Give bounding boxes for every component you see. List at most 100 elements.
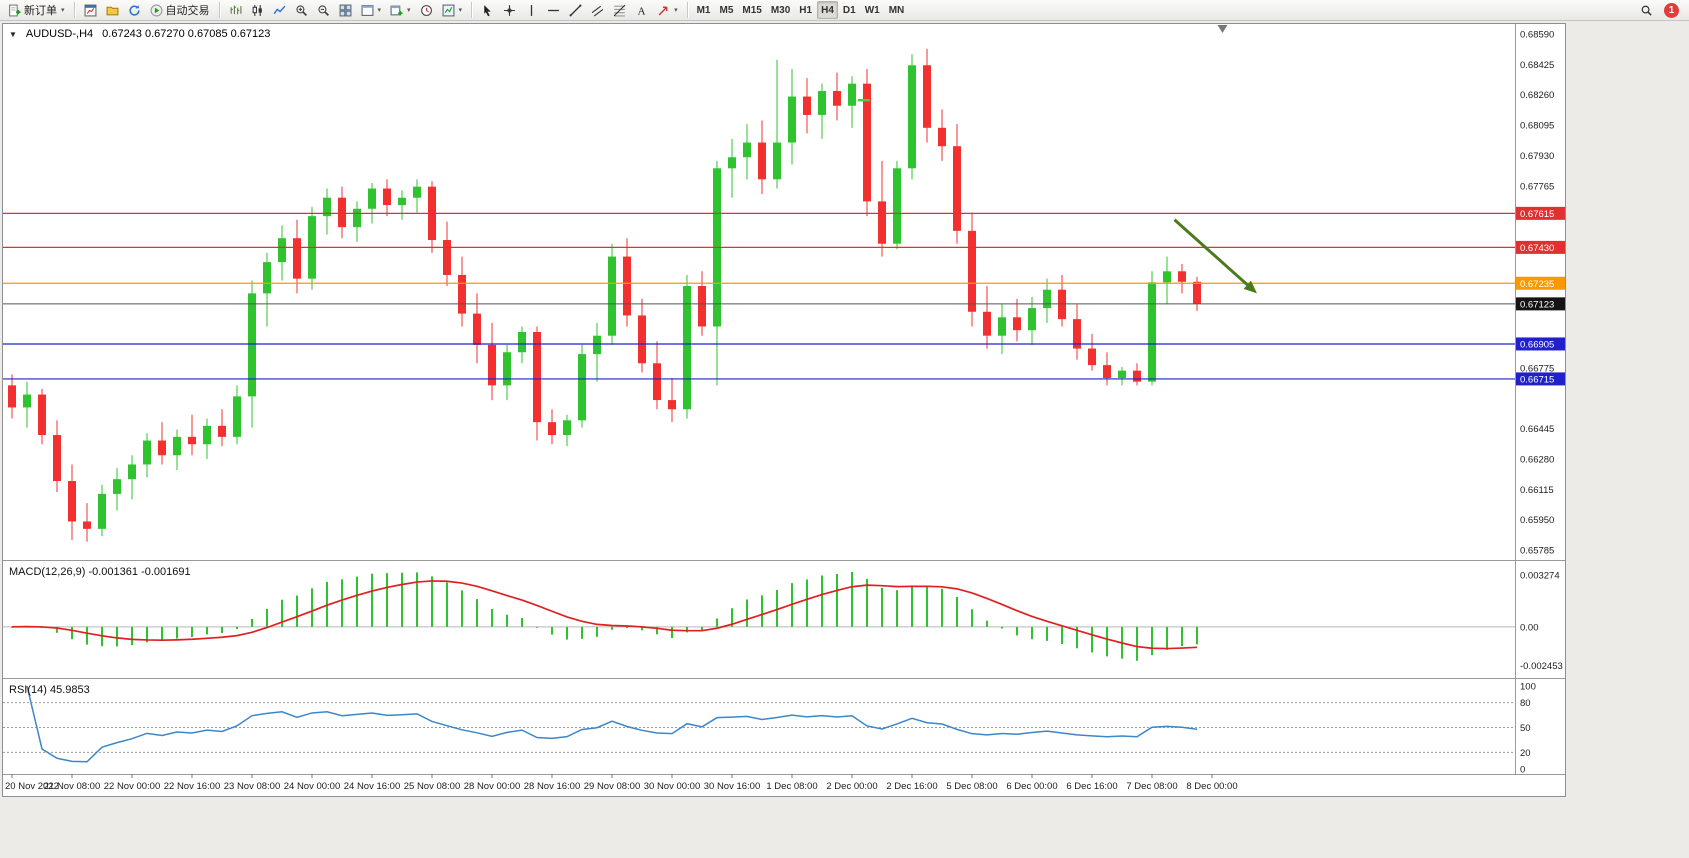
time-axis-label: 25 Nov 08:00 (404, 781, 461, 792)
candle (668, 400, 676, 410)
candle (23, 394, 31, 408)
candle (923, 65, 931, 128)
bar-chart-button[interactable] (225, 1, 246, 19)
templates-button[interactable]: ▾ (357, 1, 386, 19)
timeframe-d1[interactable]: D1 (839, 1, 860, 19)
dropdown-caret-icon: ▾ (674, 7, 678, 14)
clock-icon (420, 4, 433, 17)
candle (83, 521, 91, 529)
chart-window[interactable]: 0.68590 0.68425 0.68260 0.68095 0.67930 0.677… (2, 23, 1566, 797)
vertical-line-button[interactable] (521, 1, 542, 19)
candle (848, 83, 856, 106)
rsi-axis-tick: 50 (1520, 723, 1531, 734)
symbol-period-label: AUDUSD-,H4 (25, 28, 94, 40)
timeframe-h1[interactable]: H1 (795, 1, 816, 19)
crosshair-button[interactable] (499, 1, 520, 19)
timeframe-h4-label: H4 (821, 4, 834, 16)
candle (983, 311, 991, 336)
rsi-axis-tick: 0 (1520, 765, 1525, 776)
rsi-line (26, 685, 1198, 763)
equidistant-channel-button[interactable] (587, 1, 608, 19)
chart-shift-button[interactable] (416, 1, 437, 19)
price-axis-tick: 0.66280 (1520, 454, 1554, 465)
trend-arrow-annotation[interactable] (1173, 218, 1253, 290)
candle (188, 436, 196, 445)
charts-button[interactable] (80, 1, 101, 19)
auto-trading-button[interactable]: 自动交易 (146, 1, 214, 19)
timeframe-mn-label: MN (888, 4, 905, 16)
new-chart-button[interactable]: ▾ (386, 1, 415, 19)
candle (38, 394, 46, 436)
line-chart-button[interactable] (269, 1, 290, 19)
candle (653, 363, 661, 401)
time-scale-area[interactable] (3, 775, 1515, 796)
candle (413, 186, 421, 198)
macd-axis-tick: 0.003274 (1520, 571, 1560, 582)
price-axis-tick: 0.65950 (1520, 515, 1554, 526)
time-axis-label: 24 Nov 00:00 (284, 781, 341, 792)
horizontal-line-button[interactable] (543, 1, 564, 19)
zoom-in-button[interactable] (291, 1, 312, 19)
arrows-button[interactable]: ▾ (653, 1, 682, 19)
tile-icon (339, 4, 352, 17)
candle (1118, 370, 1126, 378)
candlestick-chart-button[interactable] (247, 1, 268, 19)
one-click-trading-toggle-icon[interactable]: ▼ (9, 29, 17, 39)
time-axis-label: 22 Nov 00:00 (104, 781, 161, 792)
candles-layer (8, 48, 1201, 542)
text-button[interactable]: A (631, 1, 652, 19)
timeframe-m1[interactable]: M1 (693, 1, 715, 19)
time-axis-label: 30 Nov 16:00 (704, 781, 761, 792)
timeframe-m15[interactable]: M15 (738, 1, 765, 19)
time-axis-label: 24 Nov 16:00 (344, 781, 401, 792)
timeframe-w1-label: W1 (864, 4, 880, 16)
candle (803, 96, 811, 115)
notification-badge[interactable]: 1 (1664, 2, 1679, 18)
time-axis-label: 8 Dec 00:00 (1186, 781, 1237, 792)
macd-signal-line (11, 580, 1198, 650)
candle (518, 332, 526, 353)
timeframe-h4[interactable]: H4 (817, 1, 838, 19)
profiles-icon (106, 4, 119, 17)
indicators-button[interactable]: ▾ (438, 1, 467, 19)
zoom-out-button[interactable] (313, 1, 334, 19)
candle (8, 385, 16, 408)
refresh-button[interactable] (124, 1, 145, 19)
magnifier-icon (1640, 4, 1653, 17)
timeframe-mn[interactable]: MN (885, 1, 909, 19)
chart-canvas[interactable]: 0.68590 0.68425 0.68260 0.68095 0.67930 0.677… (3, 24, 1565, 796)
refresh-icon (128, 4, 141, 17)
profiles-button[interactable] (102, 1, 123, 19)
timeframe-w1[interactable]: W1 (861, 1, 884, 19)
dropdown-caret-icon: ▾ (61, 7, 65, 14)
candle (758, 142, 766, 180)
macd-axis-tick: -0.002453 (1520, 661, 1563, 672)
cursor-button[interactable] (477, 1, 498, 19)
tile-windows-button[interactable] (335, 1, 356, 19)
svg-text:A: A (638, 5, 646, 17)
fibo-icon (613, 4, 626, 17)
timeframe-m5[interactable]: M5 (715, 1, 737, 19)
candle (833, 91, 841, 106)
candle (1163, 271, 1171, 283)
trendline-button[interactable] (565, 1, 586, 19)
chart-shift-marker[interactable] (1217, 25, 1228, 33)
candle (263, 262, 271, 294)
fibonacci-button[interactable] (609, 1, 630, 19)
chart-background (3, 24, 1565, 796)
candle (353, 208, 361, 228)
chart-title-bar: ▼ AUDUSD-,H4 0.67243 0.67270 0.67085 0.6… (9, 28, 270, 40)
timeframe-m30[interactable]: M30 (767, 1, 794, 19)
candle (908, 65, 916, 169)
price-scale-area[interactable] (1516, 24, 1565, 774)
search-button[interactable] (1636, 1, 1657, 19)
price-badge-label: 0.66715 (1520, 374, 1554, 385)
candle (98, 493, 106, 529)
candle (1043, 289, 1051, 309)
time-axis-label: 6 Dec 16:00 (1066, 781, 1117, 792)
candle (1148, 282, 1156, 382)
ohlc-values: 0.67243 0.67270 0.67085 0.67123 (102, 28, 271, 40)
new-order-button[interactable]: 新订单 ▾ (4, 1, 69, 19)
time-axis-label: 7 Dec 08:00 (1126, 781, 1177, 792)
dropdown-caret-icon: ▾ (458, 7, 463, 14)
